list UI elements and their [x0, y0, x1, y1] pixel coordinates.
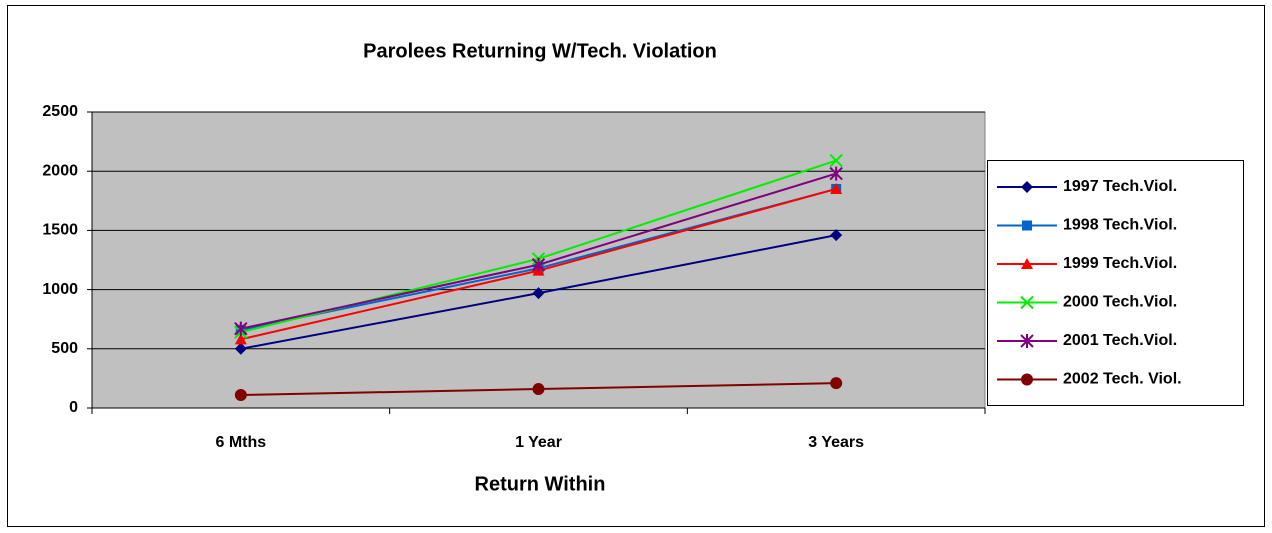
- chart-title: Parolees Returning W/Tech. Violation: [363, 40, 717, 62]
- marker: [234, 388, 247, 401]
- legend-label: 2000 Tech.Viol.: [1063, 294, 1177, 311]
- x-axis-title: Return Within: [475, 473, 606, 495]
- marker: [234, 342, 247, 355]
- marker: [234, 333, 247, 345]
- marker: [829, 166, 843, 181]
- y-tick-label: 0: [69, 399, 78, 416]
- marker: [531, 257, 546, 272]
- y-tick-label: 2500: [42, 103, 78, 120]
- x-tick-label: 6 Mths: [215, 434, 266, 451]
- marker: [830, 377, 843, 390]
- marker: [532, 287, 545, 300]
- y-tick-label: 500: [51, 340, 78, 357]
- marker: [830, 182, 843, 194]
- marker: [234, 321, 248, 336]
- x-tick-label: 1 Year: [515, 434, 562, 451]
- legend-marker: [1021, 181, 1033, 193]
- x-tick-label: 3 Years: [808, 434, 864, 451]
- legend-label: 1997 Tech.Viol.: [1063, 178, 1177, 195]
- legend-marker: [1021, 373, 1033, 386]
- y-tick-label: 2000: [42, 162, 78, 179]
- legend-label: 1999 Tech.Viol.: [1063, 255, 1177, 272]
- legend-marker: [1020, 295, 1034, 310]
- legend: [987, 160, 1244, 406]
- legend-marker: [1020, 334, 1034, 348]
- y-tick-label: 1000: [42, 281, 78, 298]
- legend-marker: [1021, 258, 1033, 269]
- marker: [829, 153, 843, 168]
- y-tick-label: 1500: [42, 222, 78, 239]
- legend-label: 1998 Tech.Viol.: [1063, 217, 1177, 234]
- legend-marker: [1022, 220, 1032, 231]
- legend-label: 2002 Tech. Viol.: [1063, 371, 1182, 388]
- legend-label: 2001 Tech.Viol.: [1063, 332, 1177, 349]
- marker: [532, 383, 545, 396]
- marker: [830, 229, 843, 242]
